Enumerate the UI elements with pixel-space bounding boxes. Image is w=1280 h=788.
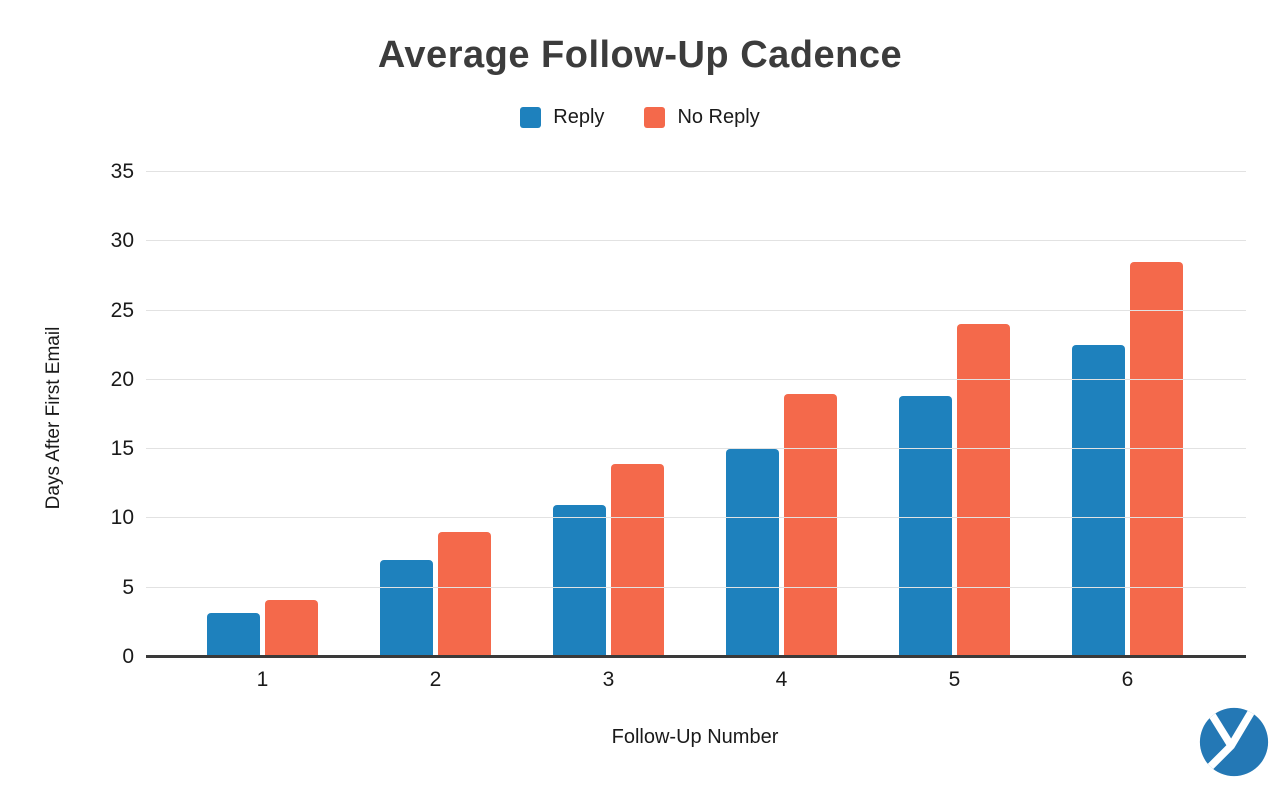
- x-tick-label: 4: [775, 668, 788, 691]
- x-axis-labels: 1 2 3 4 5 6: [176, 668, 1214, 692]
- bar-group-4: [695, 172, 868, 657]
- bar-reply-3: [553, 505, 606, 657]
- yesware-logo: [1198, 706, 1270, 778]
- legend-label-reply: Reply: [553, 106, 605, 128]
- gridline: [146, 379, 1246, 380]
- bar-groups: [176, 172, 1214, 657]
- legend: Reply No Reply: [0, 106, 1280, 129]
- y-tick-label: 5: [122, 576, 134, 599]
- bar-reply-5: [899, 396, 952, 657]
- gridline: [146, 587, 1246, 588]
- gridline: [146, 310, 1246, 311]
- bar-reply-6: [1072, 345, 1125, 657]
- x-tick-label: 5: [948, 668, 961, 691]
- x-axis-title: Follow-Up Number: [611, 726, 779, 748]
- bar-no-reply-5: [957, 324, 1010, 657]
- gridline: [146, 240, 1246, 241]
- gridline: [146, 171, 1246, 172]
- legend-item-reply: Reply: [520, 106, 604, 129]
- bar-reply-4: [726, 449, 779, 657]
- legend-swatch-reply: [520, 107, 542, 128]
- bar-group-3: [522, 172, 695, 657]
- plot-area: [146, 171, 1246, 658]
- y-axis-title: Days After First Email: [43, 326, 64, 510]
- y-tick-label: 30: [110, 229, 134, 252]
- bar-group-1: [176, 172, 349, 657]
- x-tick-label: 3: [602, 668, 615, 691]
- legend-swatch-no-reply: [644, 107, 666, 128]
- bar-group-2: [349, 172, 522, 657]
- yesware-y-logo-icon: [1199, 707, 1269, 777]
- y-tick-label: 25: [110, 299, 134, 322]
- x-tick-label: 2: [429, 668, 442, 691]
- chart-title: Average Follow-Up Cadence: [377, 34, 903, 76]
- y-tick-label: 20: [110, 368, 134, 391]
- bar-reply-1: [207, 613, 260, 657]
- y-tick-label: 35: [110, 160, 134, 183]
- x-tick-label: 1: [256, 668, 269, 691]
- bar-no-reply-1: [265, 600, 318, 657]
- bar-no-reply-4: [784, 394, 837, 657]
- y-tick-label: 10: [110, 506, 134, 529]
- bar-group-5: [868, 172, 1041, 657]
- gridline: [146, 517, 1246, 518]
- bar-no-reply-3: [611, 464, 664, 657]
- x-tick-label: 6: [1121, 668, 1134, 691]
- legend-label-no-reply: No Reply: [677, 106, 760, 128]
- bar-reply-2: [380, 560, 433, 657]
- bar-no-reply-6: [1130, 262, 1183, 657]
- bar-group-6: [1041, 172, 1214, 657]
- gridline: [146, 448, 1246, 449]
- legend-item-no-reply: No Reply: [644, 106, 760, 129]
- y-tick-label: 0: [122, 645, 134, 668]
- bar-no-reply-2: [438, 532, 491, 657]
- y-tick-label: 15: [110, 437, 134, 460]
- x-axis-line: [146, 655, 1246, 658]
